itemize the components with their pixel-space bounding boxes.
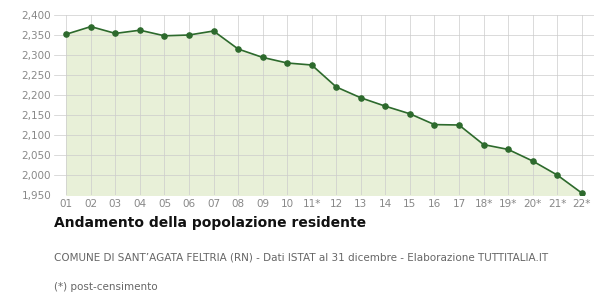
Point bbox=[283, 61, 292, 65]
Point bbox=[86, 24, 95, 29]
Text: (*) post-censimento: (*) post-censimento bbox=[54, 282, 158, 292]
Point bbox=[209, 28, 218, 33]
Point bbox=[356, 95, 365, 100]
Point bbox=[430, 122, 439, 127]
Point bbox=[528, 159, 538, 164]
Point bbox=[454, 123, 464, 128]
Point bbox=[405, 111, 415, 116]
Text: COMUNE DI SANT’AGATA FELTRIA (RN) - Dati ISTAT al 31 dicembre - Elaborazione TUT: COMUNE DI SANT’AGATA FELTRIA (RN) - Dati… bbox=[54, 252, 548, 262]
Point bbox=[184, 33, 194, 38]
Text: Andamento della popolazione residente: Andamento della popolazione residente bbox=[54, 216, 366, 230]
Point bbox=[258, 55, 268, 60]
Point bbox=[479, 142, 488, 147]
Point bbox=[110, 31, 120, 36]
Point bbox=[135, 28, 145, 33]
Point bbox=[61, 32, 71, 37]
Point bbox=[307, 63, 317, 68]
Point bbox=[331, 85, 341, 89]
Point bbox=[553, 172, 562, 177]
Point bbox=[577, 190, 587, 195]
Point bbox=[380, 104, 390, 109]
Point bbox=[160, 33, 169, 38]
Point bbox=[503, 147, 513, 152]
Point bbox=[233, 46, 243, 51]
